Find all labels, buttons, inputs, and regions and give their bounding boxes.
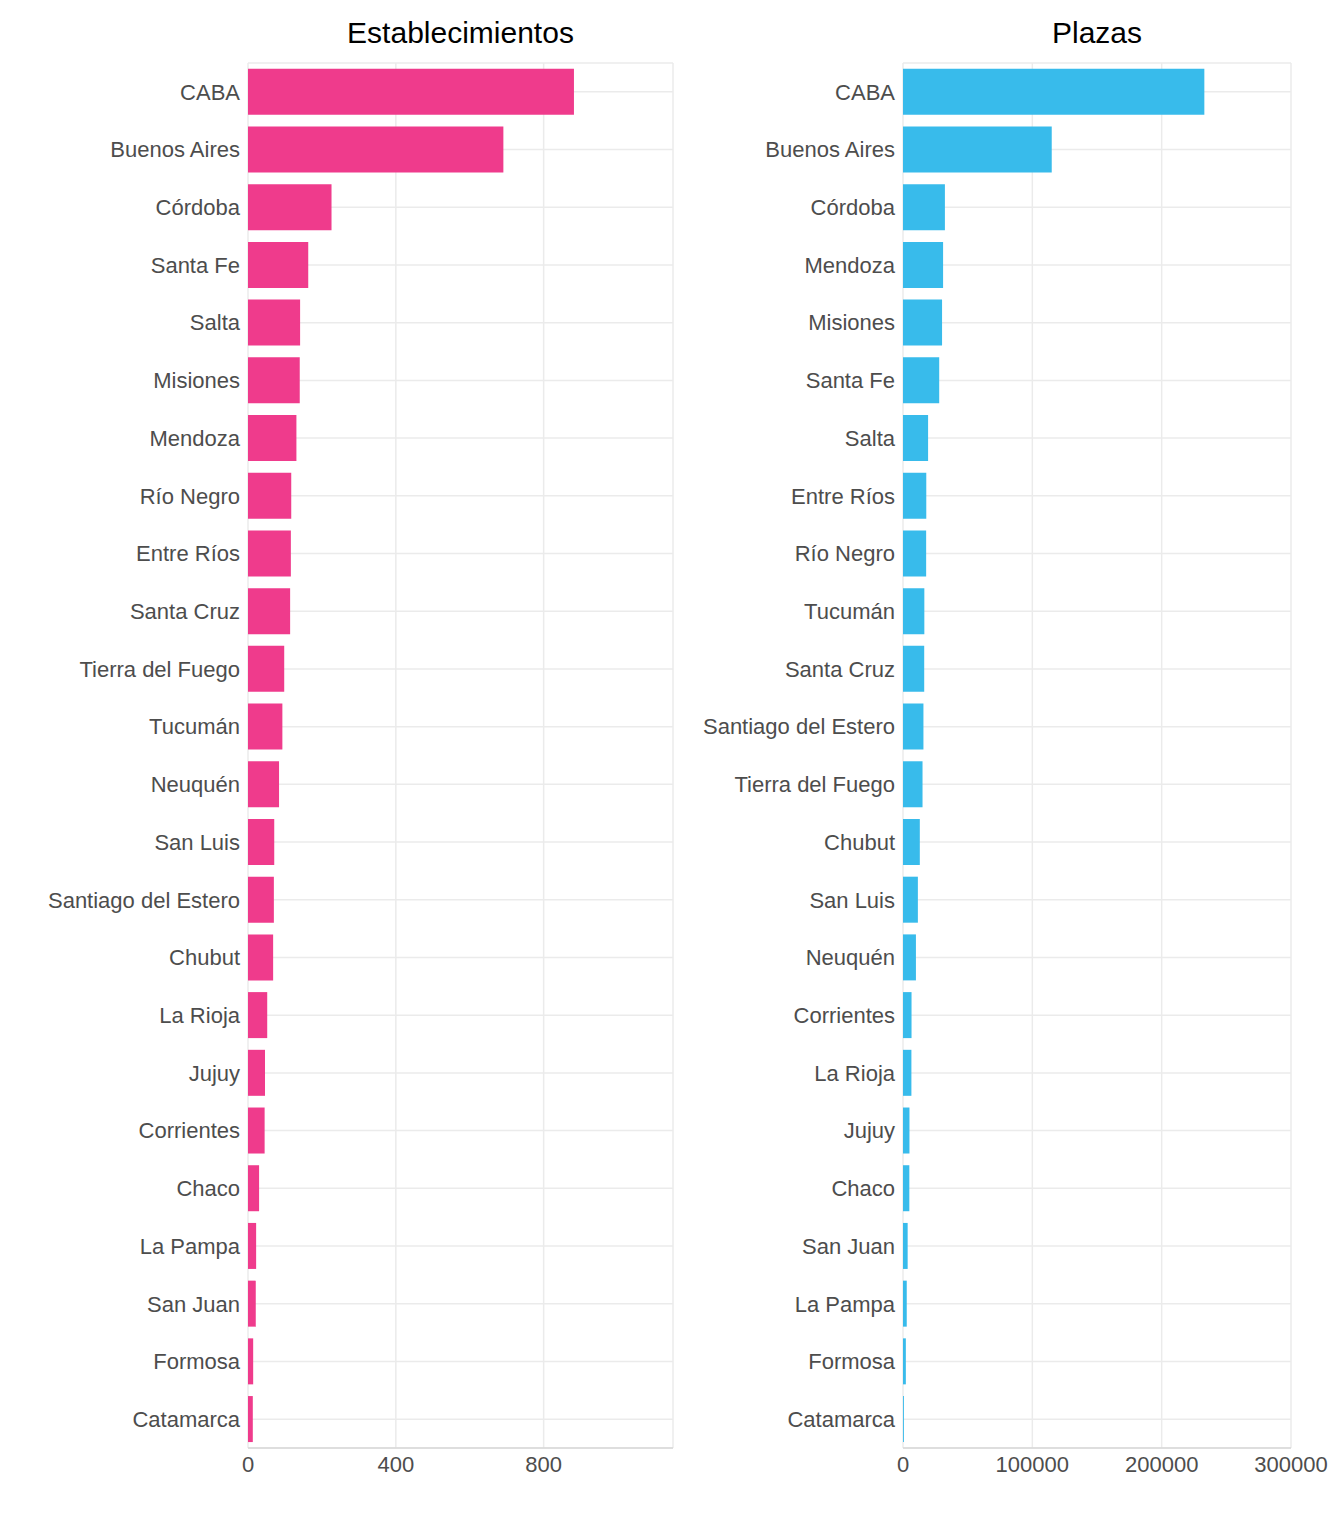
svg-text:CABA: CABA — [835, 80, 895, 105]
svg-text:Santiago del Estero: Santiago del Estero — [703, 714, 895, 739]
html-text:Establecimientos: Establecimientos — [347, 16, 574, 49]
svg-text:Catamarca: Catamarca — [132, 1407, 240, 1432]
svg-text:Córdoba: Córdoba — [156, 195, 241, 220]
svg-text:200000: 200000 — [1125, 1452, 1198, 1477]
svg-text:La Rioja: La Rioja — [159, 1003, 240, 1028]
svg-text:100000: 100000 — [996, 1452, 1069, 1477]
svg-text:Corrientes: Corrientes — [794, 1003, 895, 1028]
svg-text:Corrientes: Corrientes — [139, 1118, 240, 1143]
svg-text:Jujuy: Jujuy — [189, 1061, 240, 1086]
svg-text:La Pampa: La Pampa — [795, 1292, 896, 1317]
svg-text:Tucumán: Tucumán — [804, 599, 895, 624]
svg-text:Santa Cruz: Santa Cruz — [785, 657, 895, 682]
svg-text:San Luis: San Luis — [154, 830, 240, 855]
svg-text:San Luis: San Luis — [809, 888, 895, 913]
svg-text:Neuquén: Neuquén — [151, 772, 240, 797]
svg-text:Buenos Aires: Buenos Aires — [765, 137, 895, 162]
svg-text:Formosa: Formosa — [808, 1349, 896, 1374]
svg-text:Chubut: Chubut — [169, 945, 240, 970]
svg-text:400: 400 — [377, 1452, 414, 1477]
svg-text:La Pampa: La Pampa — [140, 1234, 241, 1259]
svg-text:Jujuy: Jujuy — [844, 1118, 895, 1143]
svg-text:Mendoza: Mendoza — [804, 253, 895, 278]
svg-text:Salta: Salta — [845, 426, 896, 451]
svg-text:Chubut: Chubut — [824, 830, 895, 855]
svg-text:Tucumán: Tucumán — [149, 714, 240, 739]
svg-text:Buenos Aires: Buenos Aires — [110, 137, 240, 162]
svg-text:San Juan: San Juan — [147, 1292, 240, 1317]
svg-text:800: 800 — [525, 1452, 562, 1477]
svg-text:Córdoba: Córdoba — [811, 195, 896, 220]
svg-text:Formosa: Formosa — [153, 1349, 241, 1374]
svg-text:Entre Ríos: Entre Ríos — [136, 541, 240, 566]
svg-text:Catamarca: Catamarca — [787, 1407, 895, 1432]
svg-text:Mendoza: Mendoza — [149, 426, 240, 451]
svg-text:Santiago del Estero: Santiago del Estero — [48, 888, 240, 913]
svg-text:CABA: CABA — [180, 80, 240, 105]
svg-text:300000: 300000 — [1254, 1452, 1327, 1477]
svg-text:Chaco: Chaco — [831, 1176, 895, 1201]
svg-text:Santa Fe: Santa Fe — [151, 253, 240, 278]
svg-text:Salta: Salta — [190, 310, 241, 335]
svg-text:0: 0 — [897, 1452, 909, 1477]
svg-text:La Rioja: La Rioja — [814, 1061, 895, 1086]
svg-text:Tierra del Fuego: Tierra del Fuego — [79, 657, 240, 682]
svg-text:Río Negro: Río Negro — [140, 484, 240, 509]
svg-text:Neuquén: Neuquén — [806, 945, 895, 970]
svg-text:Tierra del Fuego: Tierra del Fuego — [734, 772, 895, 797]
svg-text:Santa Fe: Santa Fe — [806, 368, 895, 393]
svg-text:Santa Cruz: Santa Cruz — [130, 599, 240, 624]
svg-text:0: 0 — [242, 1452, 254, 1477]
svg-text:Misiones: Misiones — [808, 310, 895, 335]
svg-text:Río Negro: Río Negro — [795, 541, 895, 566]
svg-text:San Juan: San Juan — [802, 1234, 895, 1259]
svg-text:Entre Ríos: Entre Ríos — [791, 484, 895, 509]
html-text:Plazas: Plazas — [1052, 16, 1142, 49]
svg-text:Chaco: Chaco — [176, 1176, 240, 1201]
svg-text:Misiones: Misiones — [153, 368, 240, 393]
